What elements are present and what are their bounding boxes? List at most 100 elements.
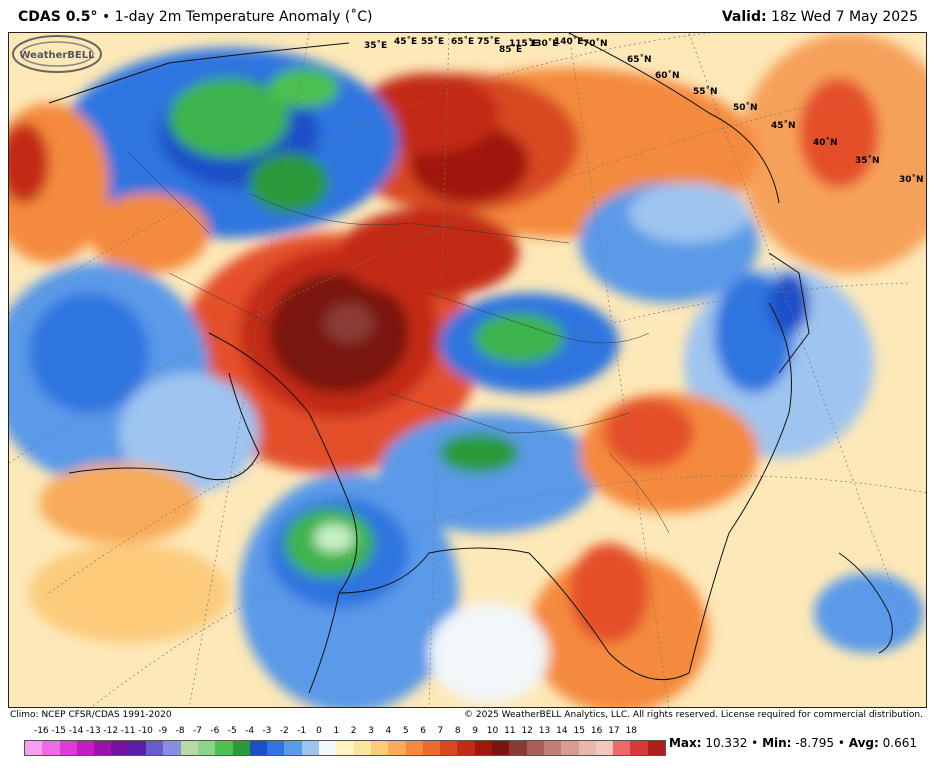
- lat-label: 30˚N: [899, 175, 924, 185]
- max-value: 10.332: [705, 736, 748, 750]
- colorbar-swatch: [94, 741, 112, 755]
- colorbar-swatch: [647, 741, 665, 755]
- colorbar-swatch: [42, 741, 60, 755]
- colorbar-tick: 13: [538, 726, 551, 736]
- colorbar-tick: -2: [279, 726, 289, 736]
- colorbar-tick: 10: [486, 726, 499, 736]
- colorbar-tick: -1: [297, 726, 307, 736]
- lon-label: 115˚E: [509, 39, 539, 49]
- stats: Max: 10.332 • Min: -8.795 • Avg: 0.661: [669, 736, 917, 750]
- valid-value: 18z Wed 7 May 2025: [771, 9, 918, 25]
- min-label: Min:: [762, 736, 792, 750]
- colorbar-swatch: [457, 741, 475, 755]
- colorbar-tick: -13: [86, 726, 101, 736]
- lat-label: 65˚N: [627, 55, 652, 65]
- anomaly-shading: [9, 33, 926, 707]
- colorbar-tick: -7: [193, 726, 202, 736]
- lon-label: 70˚N: [583, 39, 608, 49]
- colorbar-tick: 15: [573, 726, 585, 736]
- colorbar-tick: -11: [120, 726, 136, 736]
- colorbar-swatch: [630, 741, 648, 755]
- max-label: Max:: [668, 736, 702, 750]
- colorbar-tick: -3: [262, 726, 272, 736]
- colorbar-swatch: [76, 741, 95, 755]
- graticule: [9, 33, 926, 707]
- colorbar-tick: 0: [316, 726, 322, 736]
- logo-text: WeatherBELL: [19, 50, 95, 61]
- colorbar-tick: -6: [210, 726, 220, 736]
- degree-symbol: °: [90, 9, 98, 25]
- lat-label: 60˚N: [655, 71, 680, 81]
- lat-label: 50˚N: [733, 103, 758, 113]
- colorbar-tick: -5: [227, 726, 237, 736]
- title-separator: •: [101, 9, 111, 25]
- colorbar-swatch: [59, 741, 77, 755]
- colorbar-tick: 12: [521, 726, 533, 736]
- colorbar-tick: 14: [556, 726, 568, 736]
- colorbar-swatch: [301, 741, 320, 755]
- colorbar-tick: 4: [385, 726, 392, 736]
- map-title: CDAS 0.5° • 1-day 2m Temperature Anomaly…: [18, 9, 373, 25]
- colorbar-tick: 9: [472, 726, 478, 736]
- colorbar: -16 -15 -14 -13 -12 -11 -10 -9 -8 -7 -6 -5 -4 -3 -2 -1 0…: [24, 726, 666, 756]
- stats-sep: •: [751, 736, 759, 750]
- weatherbell-logo: WeatherBELL: [12, 35, 102, 73]
- colorbar-tick: -9: [158, 726, 168, 736]
- colorbar-swatch: [180, 741, 198, 755]
- colorbar-swatch: [128, 741, 147, 755]
- colorbar-swatch: [543, 741, 562, 755]
- avg-value: 0.661: [882, 736, 917, 750]
- anomaly-map: 65˚N 60˚N 55˚N 50˚N 45˚N 40˚N 35˚N 30˚N …: [8, 32, 927, 708]
- colorbar-swatch: [526, 741, 544, 755]
- lon-label: 45˚E: [394, 37, 418, 47]
- colorbar-tick: 7: [437, 726, 444, 736]
- colorbar-tick: -12: [103, 726, 119, 736]
- colorbar-tick: -15: [51, 726, 67, 736]
- lon-label: 65˚E: [451, 37, 475, 47]
- coastlines: [48, 33, 893, 694]
- colorbar-tick: -4: [245, 726, 255, 736]
- lon-label: 55˚E: [421, 37, 445, 47]
- colorbar-tick: 2: [350, 726, 357, 736]
- colorbar-tick: 18: [625, 726, 638, 736]
- valid-time: Valid: 18z Wed 7 May 2025: [722, 9, 918, 25]
- valid-label: Valid:: [721, 9, 767, 25]
- field-title: 1-day 2m Temperature Anomaly (˚C): [114, 9, 373, 25]
- colorbar-swatches: [24, 740, 666, 756]
- lat-label: 45˚N: [771, 121, 796, 131]
- colorbar-swatch: [422, 741, 441, 755]
- colorbar-tick: -14: [68, 726, 84, 736]
- copyright-note: © 2025 WeatherBELL Analytics, LLC. All r…: [464, 710, 923, 720]
- borders: [128, 152, 670, 534]
- product-name: CDAS 0.5: [18, 9, 91, 25]
- colorbar-swatch: [509, 741, 527, 755]
- colorbar-swatch: [492, 741, 510, 755]
- colorbar-tick: 3: [368, 726, 374, 736]
- colorbar-swatch: [578, 741, 596, 755]
- colorbar-ticks: -16 -15 -14 -13 -12 -11 -10 -9 -8 -7 -6 -5 -4 -3 -2 -1 0…: [24, 726, 666, 738]
- lon-label: 85˚E: [499, 45, 523, 55]
- lat-label: 40˚N: [813, 138, 838, 148]
- colorbar-swatch: [197, 741, 216, 755]
- colorbar-swatch: [595, 741, 614, 755]
- colorbar-tick: 17: [608, 726, 620, 736]
- colorbar-swatch: [440, 741, 458, 755]
- colorbar-swatch: [613, 741, 631, 755]
- colorbar-tick: 11: [504, 726, 516, 736]
- colorbar-swatch: [474, 741, 493, 755]
- climo-note: Climo: NCEP CFSR/CDAS 1991-2020: [10, 710, 172, 720]
- colorbar-swatch: [336, 741, 354, 755]
- lon-label: 140˚E: [554, 37, 584, 47]
- lon-label: 35˚E: [364, 41, 388, 51]
- colorbar-swatch: [561, 741, 579, 755]
- colorbar-swatch: [388, 741, 406, 755]
- colorbar-tick: 8: [454, 726, 461, 736]
- lat-label: 35˚N: [855, 156, 880, 166]
- avg-label: Avg:: [848, 736, 879, 750]
- colorbar-swatch: [405, 741, 423, 755]
- lat-label: 55˚N: [693, 87, 718, 97]
- colorbar-tick: 6: [420, 726, 426, 736]
- colorbar-tick: 1: [333, 726, 340, 736]
- colorbar-tick: -16: [33, 726, 49, 736]
- colorbar-swatch: [319, 741, 337, 755]
